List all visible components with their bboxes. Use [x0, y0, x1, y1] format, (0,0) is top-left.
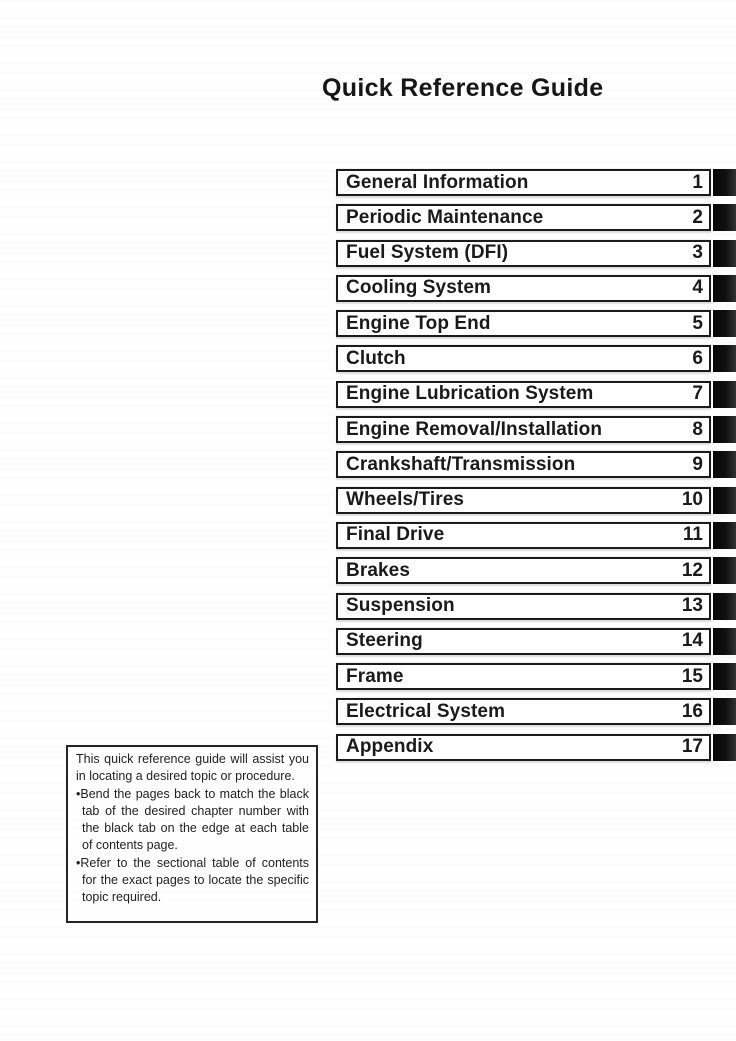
- chapter-label: General Information: [346, 171, 529, 193]
- chapter-row: Periodic Maintenance 2: [336, 204, 736, 232]
- chapter-label: Cooling System: [346, 277, 491, 299]
- note-intro: This quick reference guide will assist y…: [76, 752, 309, 784]
- note-bullet-1: Bend the pages back to match the black t…: [76, 786, 309, 855]
- chapter-number: 8: [692, 418, 703, 440]
- chapter-number: 15: [681, 665, 703, 687]
- chapter-row: Electrical System 16: [336, 698, 736, 726]
- page-title: Quick Reference Guide: [322, 74, 604, 102]
- chapter-label: Engine Top End: [346, 312, 491, 334]
- chapter-box: Crankshaft/Transmission 9: [336, 451, 711, 479]
- chapter-row: Crankshaft/Transmission 9: [336, 451, 736, 479]
- chapter-tab-marker: [713, 274, 736, 302]
- chapter-label: Periodic Maintenance: [346, 206, 544, 228]
- chapter-label: Final Drive: [346, 524, 445, 546]
- chapter-tab-marker: [713, 310, 736, 338]
- chapter-box: Appendix 17: [336, 733, 711, 761]
- chapter-label: Crankshaft/Transmission: [346, 453, 576, 475]
- chapter-tab-marker: [713, 486, 736, 514]
- chapter-row: Engine Removal/Installation 8: [336, 416, 736, 444]
- chapter-tab-marker: [713, 557, 736, 585]
- chapter-number: 1: [692, 171, 703, 193]
- chapter-tab-marker: [713, 663, 736, 691]
- chapter-box: Wheels/Tires 10: [336, 486, 711, 514]
- chapter-number: 11: [682, 524, 703, 546]
- chapter-label: Wheels/Tires: [346, 489, 465, 511]
- chapter-label: Engine Removal/Installation: [346, 418, 603, 440]
- chapter-row: Steering 14: [336, 627, 736, 655]
- chapter-row: General Information 1: [336, 169, 736, 196]
- chapter-label: Clutch: [346, 347, 406, 369]
- note-box: This quick reference guide will assist y…: [66, 745, 318, 923]
- chapter-label: Engine Lubrication System: [346, 383, 594, 405]
- chapter-number: 4: [692, 277, 703, 299]
- chapter-label: Appendix: [346, 736, 434, 758]
- chapter-label: Electrical System: [346, 700, 506, 722]
- chapter-row: Engine Top End 5: [336, 310, 736, 338]
- chapter-number: 12: [681, 559, 703, 581]
- chapter-row: Engine Lubrication System 7: [336, 380, 736, 408]
- chapter-box: Engine Removal/Installation 8: [336, 416, 711, 444]
- chapter-label: Frame: [346, 665, 404, 687]
- chapter-tab-marker: [713, 416, 736, 444]
- chapter-box: Suspension 13: [336, 592, 711, 620]
- chapter-row: Clutch 6: [336, 345, 736, 373]
- chapter-tab-marker: [713, 698, 736, 726]
- chapter-tab-marker: [713, 592, 736, 620]
- chapter-number: 14: [681, 630, 703, 652]
- chapter-tab-marker: [713, 169, 736, 196]
- chapter-row: Cooling System 4: [336, 274, 736, 302]
- chapter-number: 5: [692, 312, 703, 334]
- chapter-number: 17: [681, 736, 703, 758]
- chapter-number: 3: [692, 242, 703, 264]
- chapter-row: Frame 15: [336, 663, 736, 691]
- chapter-box: Engine Top End 5: [336, 310, 711, 338]
- chapter-tab-marker: [713, 345, 736, 373]
- chapter-box: Fuel System (DFI) 3: [336, 239, 711, 267]
- chapter-number: 9: [692, 453, 703, 475]
- chapter-row: Fuel System (DFI) 3: [336, 239, 736, 267]
- note-bullet-2: Refer to the sectional table of contents…: [76, 855, 309, 907]
- chapter-number: 6: [692, 347, 703, 369]
- chapter-row: Appendix 17: [336, 733, 736, 761]
- chapter-number: 7: [692, 383, 703, 405]
- chapter-list: General Information 1 Periodic Maintenance…: [336, 169, 736, 769]
- chapter-label: Fuel System (DFI): [346, 242, 509, 264]
- chapter-tab-marker: [713, 627, 736, 655]
- chapter-box: Electrical System 16: [336, 698, 711, 726]
- chapter-row: Wheels/Tires 10: [336, 486, 736, 514]
- chapter-label: Steering: [346, 630, 423, 652]
- chapter-row: Final Drive 11: [336, 521, 736, 549]
- chapter-box: Final Drive 11: [336, 521, 711, 549]
- chapter-label: Suspension: [346, 595, 455, 617]
- chapter-box: Frame 15: [336, 663, 711, 691]
- chapter-label: Brakes: [346, 559, 410, 581]
- chapter-tab-marker: [713, 204, 736, 232]
- chapter-box: Brakes 12: [336, 557, 711, 585]
- chapter-number: 16: [681, 700, 703, 722]
- chapter-tab-marker: [713, 380, 736, 408]
- chapter-box: Cooling System 4: [336, 274, 711, 302]
- chapter-box: Engine Lubrication System 7: [336, 380, 711, 408]
- chapter-tab-marker: [713, 451, 736, 479]
- chapter-tab-marker: [713, 239, 736, 267]
- chapter-box: Steering 14: [336, 627, 711, 655]
- chapter-tab-marker: [713, 521, 736, 549]
- chapter-tab-marker: [713, 733, 736, 761]
- chapter-number: 10: [681, 489, 703, 511]
- chapter-row: Suspension 13: [336, 592, 736, 620]
- chapter-box: Periodic Maintenance 2: [336, 204, 711, 232]
- chapter-box: Clutch 6: [336, 345, 711, 373]
- chapter-number: 13: [681, 595, 703, 617]
- chapter-row: Brakes 12: [336, 557, 736, 585]
- chapter-number: 2: [692, 206, 703, 228]
- chapter-box: General Information 1: [336, 169, 711, 196]
